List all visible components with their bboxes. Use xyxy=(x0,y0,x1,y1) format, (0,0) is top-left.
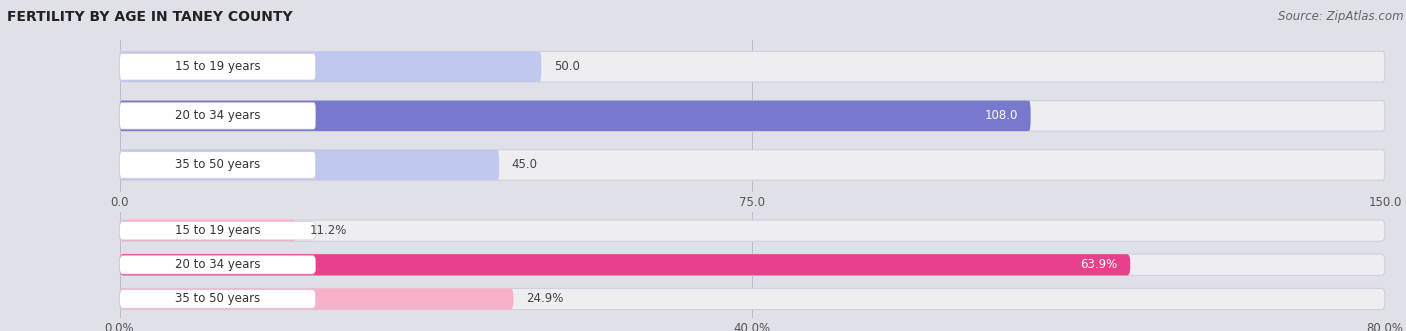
Text: 63.9%: 63.9% xyxy=(1080,258,1118,271)
FancyBboxPatch shape xyxy=(120,52,541,82)
FancyBboxPatch shape xyxy=(120,254,1385,275)
Text: 35 to 50 years: 35 to 50 years xyxy=(174,293,260,306)
Text: 45.0: 45.0 xyxy=(512,159,537,171)
Text: FERTILITY BY AGE IN TANEY COUNTY: FERTILITY BY AGE IN TANEY COUNTY xyxy=(7,10,292,24)
FancyBboxPatch shape xyxy=(120,290,316,308)
Text: 20 to 34 years: 20 to 34 years xyxy=(174,109,260,122)
Text: 24.9%: 24.9% xyxy=(526,293,564,306)
Text: 15 to 19 years: 15 to 19 years xyxy=(174,224,260,237)
Text: 108.0: 108.0 xyxy=(984,109,1018,122)
Text: 20 to 34 years: 20 to 34 years xyxy=(174,258,260,271)
Text: 50.0: 50.0 xyxy=(554,60,579,73)
Text: 11.2%: 11.2% xyxy=(309,224,347,237)
Text: Source: ZipAtlas.com: Source: ZipAtlas.com xyxy=(1278,10,1403,23)
FancyBboxPatch shape xyxy=(120,221,316,240)
FancyBboxPatch shape xyxy=(120,101,1385,131)
FancyBboxPatch shape xyxy=(120,150,499,180)
FancyBboxPatch shape xyxy=(120,256,316,274)
FancyBboxPatch shape xyxy=(120,254,1130,275)
FancyBboxPatch shape xyxy=(120,288,1385,309)
FancyBboxPatch shape xyxy=(120,152,316,178)
FancyBboxPatch shape xyxy=(120,101,1031,131)
FancyBboxPatch shape xyxy=(120,54,316,80)
FancyBboxPatch shape xyxy=(120,220,297,241)
Text: 35 to 50 years: 35 to 50 years xyxy=(174,159,260,171)
FancyBboxPatch shape xyxy=(120,150,1385,180)
FancyBboxPatch shape xyxy=(120,103,316,129)
FancyBboxPatch shape xyxy=(120,220,1385,241)
FancyBboxPatch shape xyxy=(120,288,513,309)
FancyBboxPatch shape xyxy=(120,52,1385,82)
Text: 15 to 19 years: 15 to 19 years xyxy=(174,60,260,73)
